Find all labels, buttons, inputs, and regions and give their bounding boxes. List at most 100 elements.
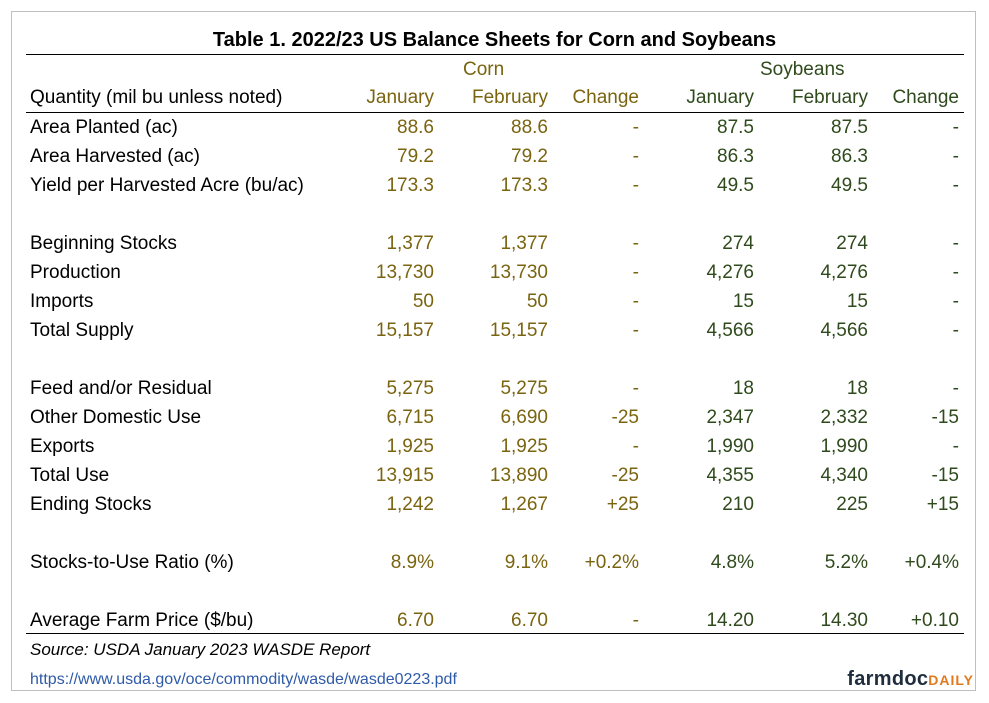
bottom-rule bbox=[26, 633, 964, 634]
soybeans-change-cell: - bbox=[952, 233, 959, 254]
corn-february-cell: 1,925 bbox=[500, 436, 548, 457]
row-label: Exports bbox=[30, 436, 95, 457]
row-label: Yield per Harvested Acre (bu/ac) bbox=[30, 175, 304, 196]
soybeans-february-cell: 4,276 bbox=[820, 262, 868, 283]
soybeans-february-cell: 1,990 bbox=[820, 436, 868, 457]
soybeans-change-cell: - bbox=[952, 378, 959, 399]
corn-change-header: Change bbox=[572, 87, 639, 108]
corn-february-cell: 88.6 bbox=[511, 117, 548, 138]
row-label: Stocks-to-Use Ratio (%) bbox=[30, 552, 234, 573]
corn-february-cell: 79.2 bbox=[511, 146, 548, 167]
corn-january-cell: 13,730 bbox=[375, 262, 434, 283]
soybeans-february-cell: 225 bbox=[836, 494, 868, 515]
corn-january-cell: 50 bbox=[412, 291, 434, 312]
corn-january-cell: 79.2 bbox=[397, 146, 434, 167]
farmdoc-daily-logo: farmdocDAILY bbox=[847, 668, 974, 690]
soybeans-february-cell: 15 bbox=[846, 291, 868, 312]
soybeans-january-cell: 14.20 bbox=[706, 610, 754, 631]
corn-february-cell: 15,157 bbox=[489, 320, 548, 341]
soybeans-change-cell: - bbox=[952, 291, 959, 312]
soybeans-january-cell: 274 bbox=[722, 233, 754, 254]
soybeans-january-cell: 49.5 bbox=[717, 175, 754, 196]
table-title: Table 1. 2022/23 US Balance Sheets for C… bbox=[212, 29, 777, 51]
corn-january-cell: 1,377 bbox=[386, 233, 434, 254]
soybeans-change-cell: +0.10 bbox=[910, 610, 959, 631]
soybeans-february-cell: 4,566 bbox=[820, 320, 868, 341]
corn-change-cell: +0.2% bbox=[584, 552, 639, 573]
corn-january-cell: 15,157 bbox=[375, 320, 434, 341]
soybeans-february-cell: 2,332 bbox=[820, 407, 868, 428]
soybeans-change-cell: +15 bbox=[926, 494, 959, 515]
row-label: Average Farm Price ($/bu) bbox=[30, 610, 254, 631]
corn-january-cell: 1,242 bbox=[386, 494, 434, 515]
soybeans-february-cell: 14.30 bbox=[820, 610, 868, 631]
corn-group-header: Corn bbox=[463, 59, 505, 80]
row-label: Total Supply bbox=[30, 320, 134, 341]
corn-change-cell: - bbox=[632, 291, 639, 312]
corn-january-cell: 5,275 bbox=[386, 378, 434, 399]
soybeans-change-cell: - bbox=[952, 262, 959, 283]
row-label: Total Use bbox=[30, 465, 110, 486]
soybeans-january-cell: 4,566 bbox=[706, 320, 754, 341]
corn-february-cell: 13,890 bbox=[489, 465, 548, 486]
soybeans-january-cell: 1,990 bbox=[706, 436, 754, 457]
corn-february-cell: 6.70 bbox=[511, 610, 548, 631]
soybeans-change-cell: +0.4% bbox=[904, 552, 959, 573]
soybeans-change-cell: - bbox=[952, 436, 959, 457]
corn-january-cell: 1,925 bbox=[386, 436, 434, 457]
header-rule bbox=[26, 112, 964, 113]
corn-january-cell: 173.3 bbox=[386, 175, 434, 196]
soybeans-change-cell: - bbox=[952, 146, 959, 167]
figure-frame bbox=[11, 11, 976, 691]
corn-change-cell: - bbox=[632, 175, 639, 196]
soybeans-january-cell: 18 bbox=[732, 378, 754, 399]
corn-change-cell: -25 bbox=[611, 407, 639, 428]
corn-change-cell: - bbox=[632, 610, 639, 631]
soybeans-january-cell: 2,347 bbox=[706, 407, 754, 428]
corn-january-cell: 6.70 bbox=[397, 610, 434, 631]
corn-change-cell: - bbox=[632, 262, 639, 283]
row-label: Area Planted (ac) bbox=[30, 117, 178, 138]
row-label: Imports bbox=[30, 291, 94, 312]
soybeans-change-cell: - bbox=[952, 175, 959, 196]
title-rule bbox=[26, 54, 964, 55]
corn-february-cell: 50 bbox=[526, 291, 548, 312]
row-label: Area Harvested (ac) bbox=[30, 146, 201, 167]
soybeans-change-header: Change bbox=[892, 87, 959, 108]
corn-january-cell: 6,715 bbox=[386, 407, 434, 428]
corn-february-cell: 9.1% bbox=[504, 552, 548, 573]
soybeans-february-cell: 5.2% bbox=[824, 552, 868, 573]
soybeans-group-header: Soybeans bbox=[760, 59, 845, 80]
corn-january-cell: 8.9% bbox=[390, 552, 434, 573]
soybeans-january-cell: 210 bbox=[722, 494, 754, 515]
corn-change-cell: - bbox=[632, 233, 639, 254]
corn-january-header: January bbox=[366, 87, 434, 108]
corn-february-cell: 13,730 bbox=[489, 262, 548, 283]
soybeans-february-cell: 274 bbox=[836, 233, 868, 254]
row-label: Feed and/or Residual bbox=[30, 378, 212, 399]
row-label: Other Domestic Use bbox=[30, 407, 202, 428]
row-label: Production bbox=[30, 262, 121, 283]
soybeans-january-cell: 4.8% bbox=[710, 552, 754, 573]
corn-february-cell: 173.3 bbox=[500, 175, 548, 196]
corn-february-cell: 5,275 bbox=[500, 378, 548, 399]
corn-february-cell: 1,267 bbox=[500, 494, 548, 515]
soybeans-january-cell: 86.3 bbox=[717, 146, 754, 167]
corn-january-cell: 88.6 bbox=[397, 117, 434, 138]
corn-january-cell: 13,915 bbox=[375, 465, 434, 486]
soybeans-change-cell: - bbox=[952, 117, 959, 138]
source-link[interactable]: https://www.usda.gov/oce/commodity/wasde… bbox=[30, 671, 457, 688]
corn-change-cell: - bbox=[632, 117, 639, 138]
soybeans-february-cell: 18 bbox=[846, 378, 868, 399]
source-note: Source: USDA January 2023 WASDE Report bbox=[30, 640, 371, 659]
soybeans-february-cell: 86.3 bbox=[831, 146, 868, 167]
soybeans-change-cell: - bbox=[952, 320, 959, 341]
corn-change-cell: - bbox=[632, 378, 639, 399]
soybeans-january-cell: 87.5 bbox=[717, 117, 754, 138]
soybeans-january-cell: 15 bbox=[732, 291, 754, 312]
corn-change-cell: - bbox=[632, 320, 639, 341]
row-label: Beginning Stocks bbox=[30, 233, 177, 254]
soybeans-january-header: January bbox=[686, 87, 754, 108]
soybeans-january-cell: 4,276 bbox=[706, 262, 754, 283]
soybeans-change-cell: -15 bbox=[931, 465, 959, 486]
